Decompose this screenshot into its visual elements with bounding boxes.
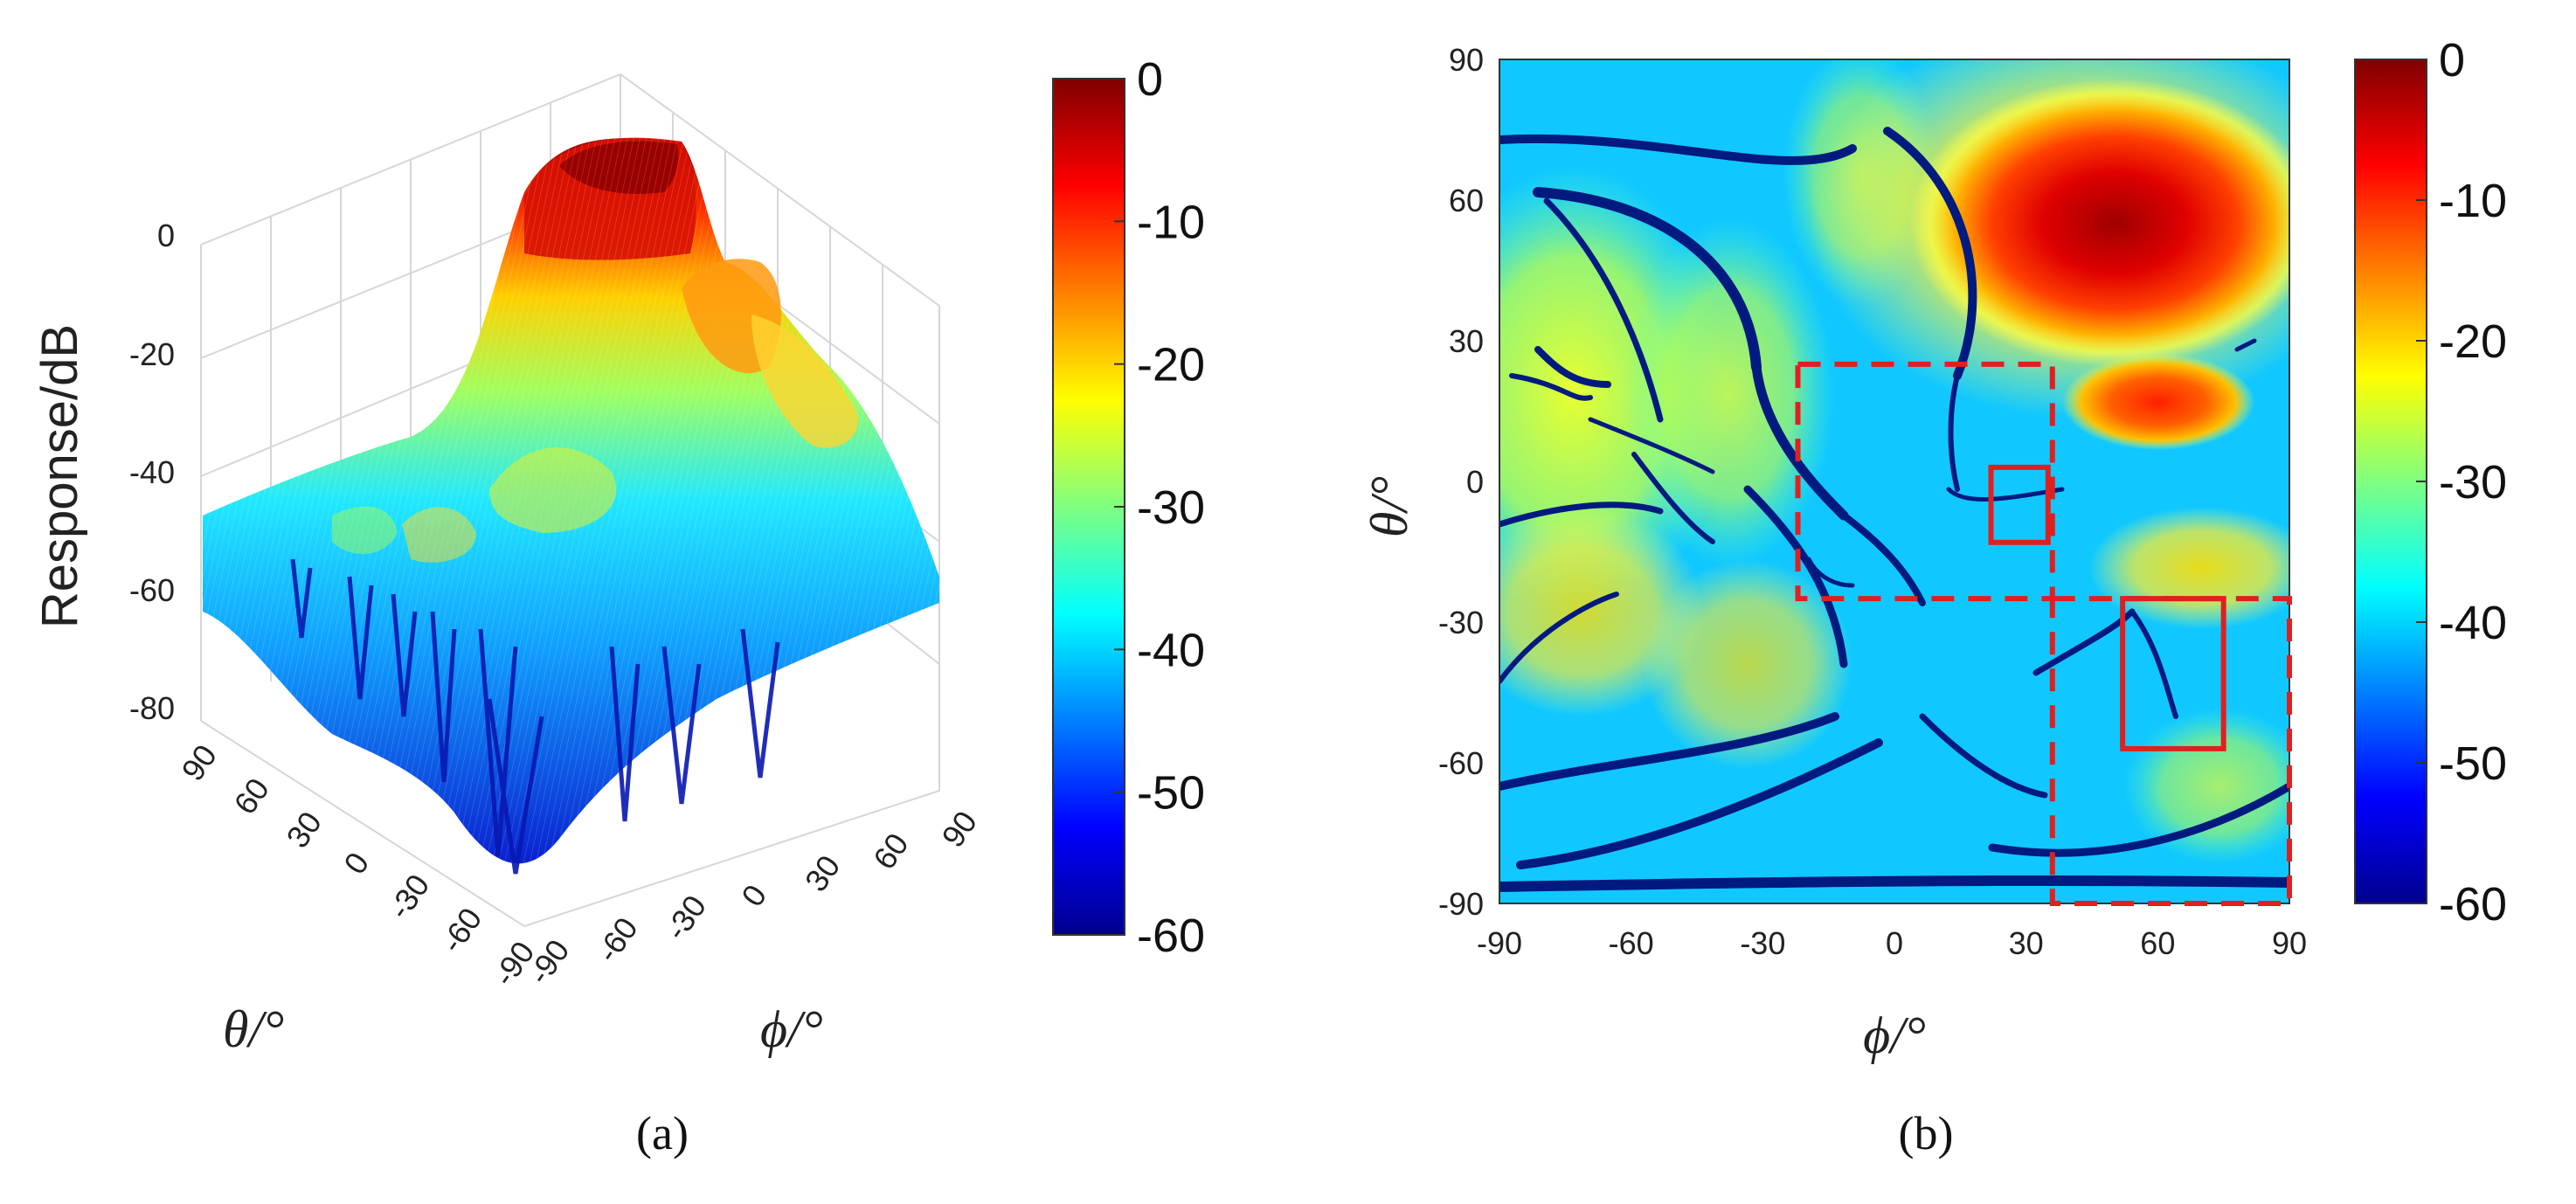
annotation-box-dashed <box>1795 361 2055 602</box>
panel-a-phi-tick: -60 <box>589 910 644 968</box>
annotation-box-solid <box>1988 464 2051 545</box>
colorbar-tick-label: 0 <box>1137 53 1163 106</box>
panel-a-z-tick: 0 <box>157 218 175 253</box>
panel-a-theta-label: θ/° <box>223 1000 284 1058</box>
panel-a-theta-tick: 0 <box>336 846 376 881</box>
panel-b-x-label: ϕ/° <box>1863 1007 1926 1064</box>
panel-b-y-tick: -30 <box>1438 605 1484 640</box>
colorbar-tick-label: -50 <box>1137 767 1205 820</box>
colorbar-tick-label: -40 <box>1137 624 1205 676</box>
annotation-boxes <box>1795 361 2293 907</box>
panel-b-y-tick: -60 <box>1438 745 1484 781</box>
colorbar-tick-label: -20 <box>2439 315 2507 368</box>
panel-b-x-tick: 30 <box>2009 925 2044 961</box>
panel-b-x-tick: 0 <box>1886 925 1903 961</box>
panel-a-phi-tick: 60 <box>866 827 916 875</box>
panel-a-z-tick: -40 <box>129 454 175 490</box>
panel-a-theta-tick: 90 <box>174 738 224 787</box>
colorbar-tick-label: -50 <box>2439 737 2507 790</box>
panel-a-caption: (a) <box>636 1107 689 1159</box>
colorbar-tick-label: -10 <box>2439 175 2507 227</box>
panel-b-colorbar: 0 -10 -20 -30 -40 -50 -60 <box>2354 34 2507 931</box>
annotation-box-solid <box>2120 596 2226 751</box>
colorbar-tick-label: -20 <box>1137 339 1205 391</box>
panel-a-theta-tick: -60 <box>433 901 488 958</box>
panel-b-heatmap: 90 60 30 0 -30 -60 -90 -90 -60 -30 0 30 60 90 θ/° ϕ/… <box>1361 34 2507 1159</box>
panel-b-x-tick: -60 <box>1609 925 1654 961</box>
panel-a-phi-tick: -30 <box>658 889 713 946</box>
heatmap-field <box>1499 59 2289 903</box>
colorbar-tick-label: -60 <box>1137 910 1205 962</box>
panel-a-phi-tick: 30 <box>798 848 848 897</box>
panel-a-phi-tick: -90 <box>521 933 576 991</box>
panel-b-y-tick: -90 <box>1438 886 1484 922</box>
panel-b-x-tick: -30 <box>1740 925 1785 961</box>
panel-a-phi-axis: -90 -60 -30 0 30 60 90 <box>521 805 984 991</box>
panel-b-y-label: θ/° <box>1361 476 1418 537</box>
panel-b-y-tick: 0 <box>1466 464 1484 500</box>
response-surface <box>203 137 939 875</box>
panel-a-z-tick: -20 <box>129 336 175 372</box>
panel-a-colorbar: 0 -10 -20 -30 -40 -50 -60 <box>1052 53 1205 962</box>
panel-b-y-tick: 90 <box>1449 42 1484 78</box>
panel-b-y-tick: 60 <box>1449 183 1484 218</box>
panel-b-y-tick: 30 <box>1449 323 1484 359</box>
colorbar-tick-label: -60 <box>2439 878 2507 931</box>
panel-a-z-tick: -80 <box>129 690 175 726</box>
colorbar-tick-label: 0 <box>2439 34 2465 86</box>
panel-a-phi-tick: 90 <box>934 805 984 854</box>
heatmap-frame <box>1499 59 2290 904</box>
panel-a-theta-tick: -30 <box>381 868 436 925</box>
panel-a-phi-tick: 0 <box>734 878 773 913</box>
panel-b-x-tick: 90 <box>2272 925 2307 961</box>
colorbar-tick-label: -10 <box>1137 196 1205 248</box>
panel-a-z-tick: -60 <box>129 572 175 608</box>
panel-b-x-tick: -90 <box>1477 925 1522 961</box>
colorbar-tick-label: -30 <box>1137 481 1205 534</box>
panel-a-z-axis-label: Response/dB <box>31 324 88 628</box>
panel-a-theta-tick: 60 <box>226 772 276 820</box>
panel-b-y-axis: 90 60 30 0 -30 -60 -90 <box>1438 42 1484 922</box>
colorbar-tick-label: -40 <box>2439 597 2507 649</box>
panel-b-caption: (b) <box>1899 1107 1954 1159</box>
panel-a-phi-label: ϕ/° <box>760 1000 823 1058</box>
panel-a-z-axis: 0 -20 -40 -60 -80 <box>129 218 175 726</box>
panel-b-x-axis: -90 -60 -30 0 30 60 90 <box>1477 925 2307 961</box>
panel-b-x-tick: 60 <box>2140 925 2175 961</box>
colorbar-tick-label: -30 <box>2439 456 2507 509</box>
panel-a-theta-tick: 30 <box>279 805 329 854</box>
heatmap-null-curves <box>1499 127 2289 892</box>
panel-a-surface-plot: 0 -20 -40 -60 -80 Response/dB 9060300-30… <box>31 53 1205 1159</box>
